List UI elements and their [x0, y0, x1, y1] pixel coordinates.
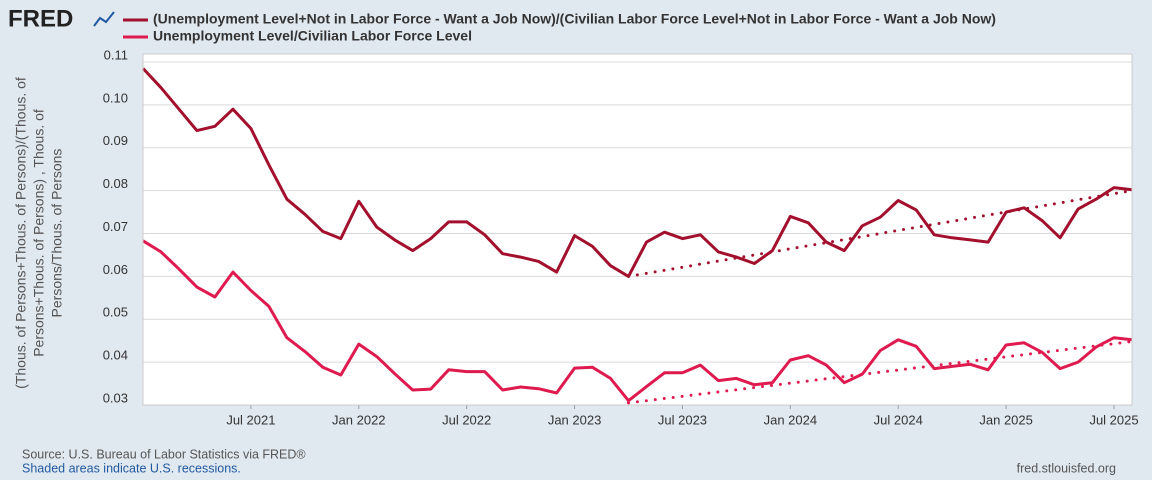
- series-line: [142, 239, 1133, 403]
- y-tick-label: 0.06: [103, 262, 128, 277]
- y-tick-label: 0.07: [103, 219, 128, 234]
- plot-border: [142, 53, 1133, 406]
- y-axis-label: Persons/Thous. of Persons: [49, 149, 65, 318]
- plot-area: [143, 54, 1132, 405]
- trend-line: [627, 340, 1134, 405]
- x-tick-label: Jan 2024: [764, 412, 818, 427]
- y-axis-label: (Thous. of Persons+Thous. of Persons)/(T…: [13, 77, 29, 389]
- y-tick-label: 0.10: [103, 90, 128, 105]
- x-tick-label: Jul 2023: [658, 412, 707, 427]
- logo-icon: [93, 11, 115, 27]
- x-tick-label: Jul 2022: [442, 412, 491, 427]
- legend-label: Unemployment Level/Civilian Labor Force …: [153, 28, 472, 44]
- url: fred.stlouisfed.org: [1017, 461, 1116, 475]
- x-tick-label: Jul 2021: [226, 412, 275, 427]
- y-tick-label: 0.08: [103, 176, 128, 191]
- y-tick-label: 0.04: [103, 348, 128, 363]
- x-tick-label: Jan 2023: [548, 412, 602, 427]
- source: Source: U.S. Bureau of Labor Statistics …: [22, 447, 306, 461]
- y-tick-label: 0.09: [103, 133, 128, 148]
- series-line: [141, 67, 1133, 278]
- y-axis-label: Persons+Thous. of Persons) , Thous. of: [31, 109, 47, 357]
- note: Shaded areas indicate U.S. recessions.: [22, 461, 241, 475]
- x-tick-label: Jul 2024: [874, 412, 923, 427]
- x-tick-label: Jul 2025: [1089, 412, 1138, 427]
- x-tick-label: Jan 2025: [979, 412, 1033, 427]
- y-tick-label: 0.05: [103, 305, 128, 320]
- legend-label: (Unemployment Level+Not in Labor Force -…: [153, 11, 996, 27]
- y-tick-label: 0.03: [103, 390, 128, 405]
- x-tick-label: Jan 2022: [332, 412, 386, 427]
- logo: FRED: [8, 5, 73, 32]
- y-tick-label: 0.11: [104, 47, 128, 62]
